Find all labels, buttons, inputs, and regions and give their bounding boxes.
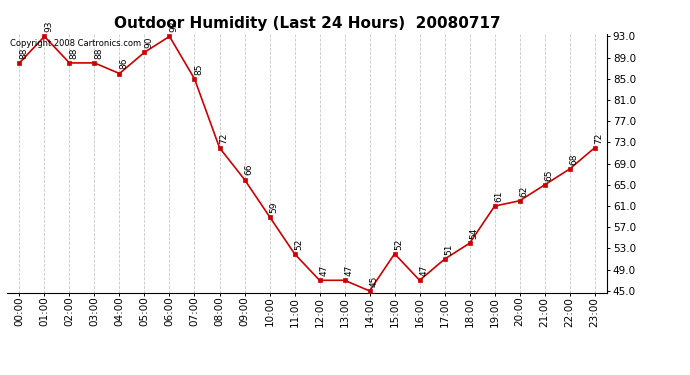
Text: 93: 93 xyxy=(169,21,178,32)
Text: 85: 85 xyxy=(194,63,203,75)
Text: 52: 52 xyxy=(394,238,403,250)
Text: 66: 66 xyxy=(244,164,253,176)
Title: Outdoor Humidity (Last 24 Hours)  20080717: Outdoor Humidity (Last 24 Hours) 2008071… xyxy=(114,16,500,31)
Text: 68: 68 xyxy=(569,153,578,165)
Text: 88: 88 xyxy=(69,47,78,59)
Text: 88: 88 xyxy=(94,47,103,59)
Text: 51: 51 xyxy=(444,243,453,255)
Text: 72: 72 xyxy=(219,132,228,144)
Text: 61: 61 xyxy=(494,190,503,202)
Text: Copyright 2008 Cartronics.com: Copyright 2008 Cartronics.com xyxy=(10,39,141,48)
Text: 47: 47 xyxy=(344,265,353,276)
Text: 52: 52 xyxy=(294,238,303,250)
Text: 90: 90 xyxy=(144,37,153,48)
Text: 47: 47 xyxy=(420,265,428,276)
Text: 45: 45 xyxy=(369,275,378,287)
Text: 62: 62 xyxy=(520,185,529,196)
Text: 59: 59 xyxy=(269,201,278,213)
Text: 65: 65 xyxy=(544,169,553,181)
Text: 72: 72 xyxy=(594,132,603,144)
Text: 47: 47 xyxy=(319,265,328,276)
Text: 86: 86 xyxy=(119,58,128,69)
Text: 88: 88 xyxy=(19,47,28,59)
Text: 54: 54 xyxy=(469,228,478,239)
Text: 93: 93 xyxy=(44,21,53,32)
